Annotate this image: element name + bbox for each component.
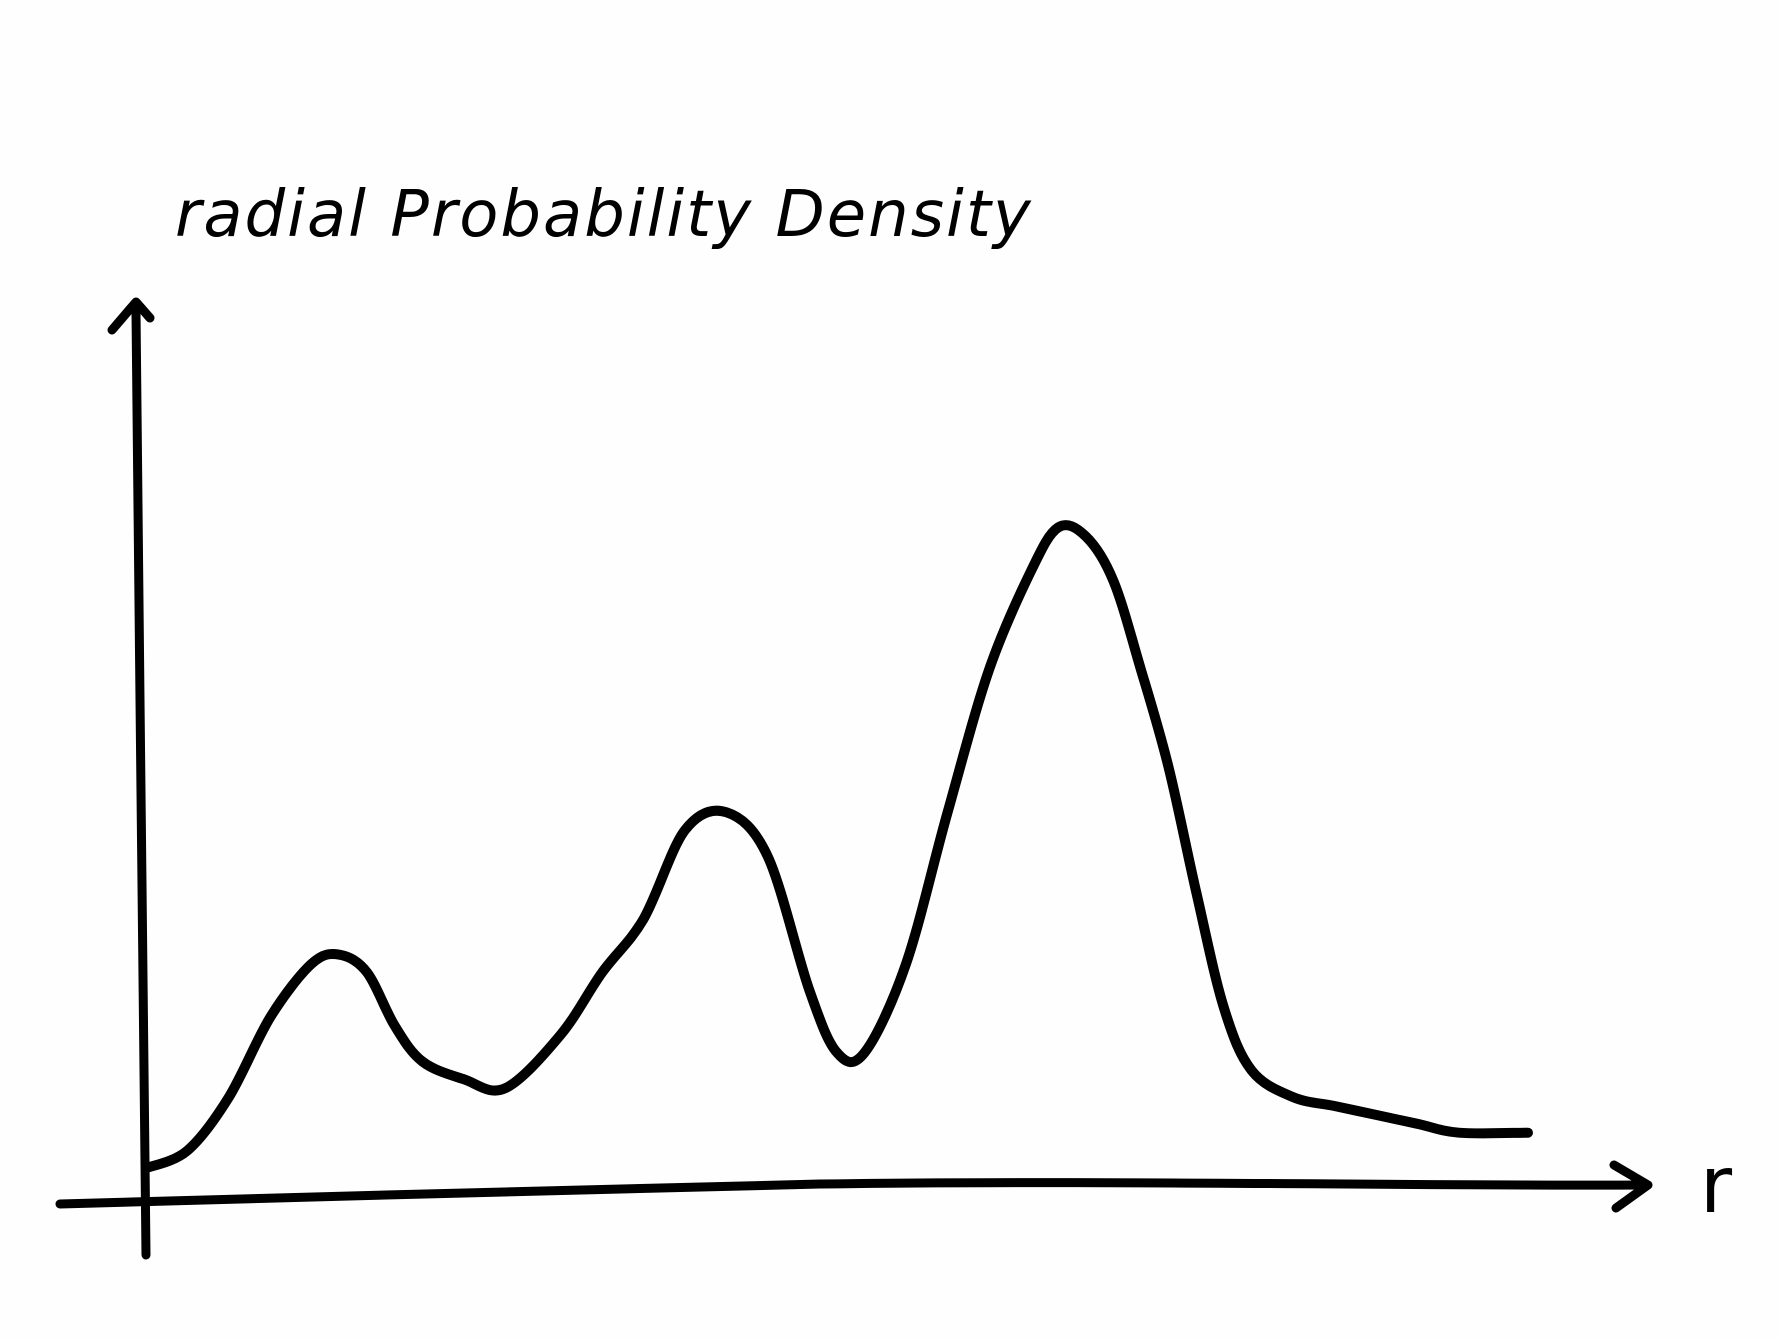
y-axis-line (131, 307, 151, 1260)
x-axis-label: r (1700, 1141, 1733, 1231)
y-axis-arrowhead (107, 297, 155, 335)
series-curve (141, 520, 1533, 1174)
x-axis-line (55, 1178, 1647, 1209)
x-axis-arrowhead (1609, 1160, 1653, 1213)
y-axis-label: radial Probability Density (175, 178, 1033, 252)
